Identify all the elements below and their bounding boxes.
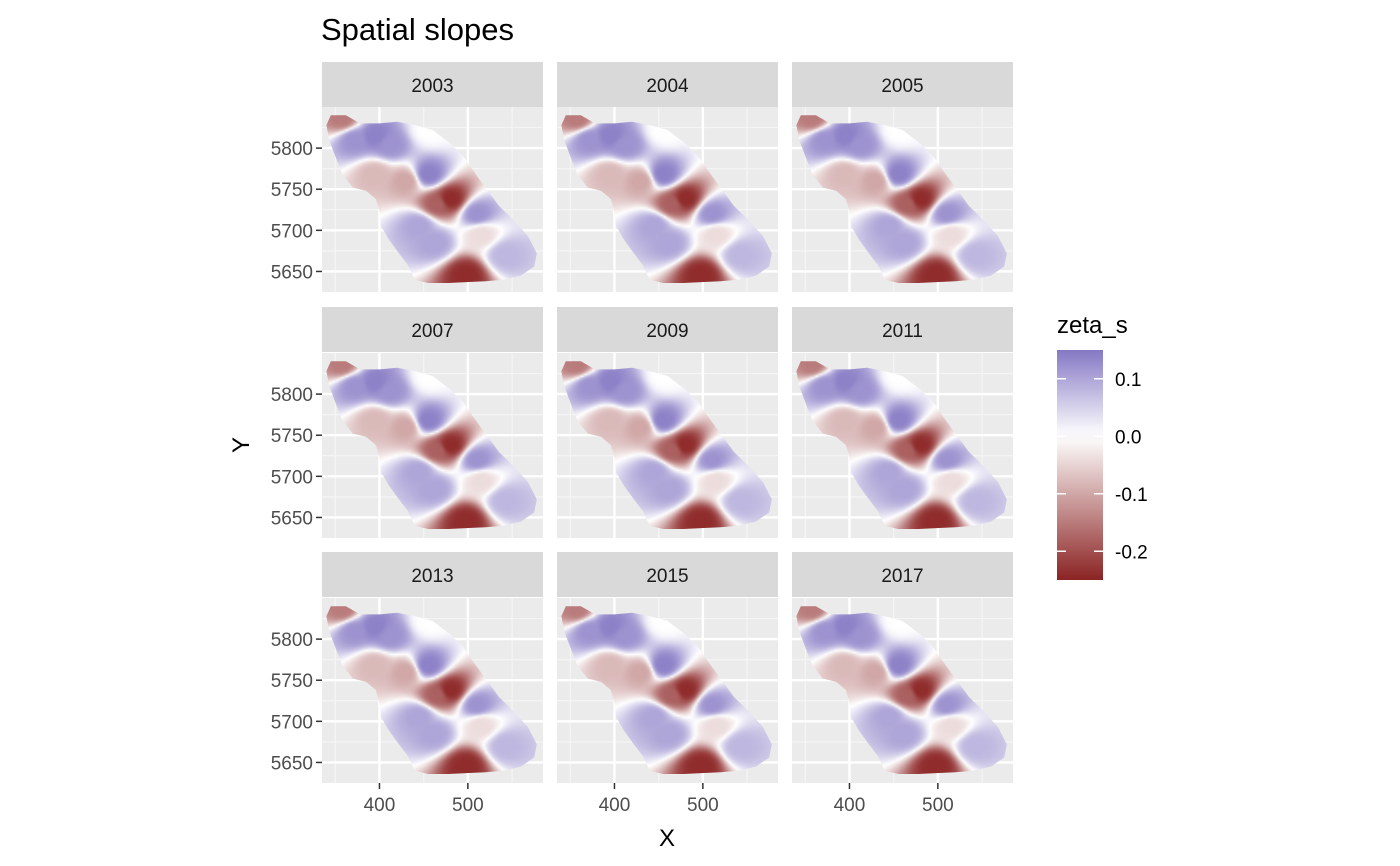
y-tick-label: 5800 — [271, 630, 313, 651]
facet-strip — [792, 552, 1013, 597]
legend-tick-label: 0.0 — [1115, 427, 1141, 448]
facet-strip-label: 2015 — [646, 566, 688, 587]
x-tick-label: 500 — [452, 795, 484, 816]
panels: 2003 2004 2005 2007 2009 2011 2013 2015 2017 — [322, 62, 1013, 783]
facet-panel-2011: 2011 — [792, 307, 1013, 538]
facet-strip-label: 2004 — [646, 76, 689, 97]
y-tick-label: 5700 — [271, 467, 313, 488]
facet-strip — [322, 62, 543, 107]
y-tick-label: 5750 — [271, 426, 313, 447]
facet-panel-2005: 2005 — [792, 62, 1013, 292]
facet-strip — [322, 552, 543, 597]
facet-strip — [557, 62, 778, 107]
facet-strip-label: 2017 — [881, 566, 923, 587]
legend-tick-label: -0.2 — [1115, 542, 1148, 563]
facet-strip-label: 2003 — [411, 76, 453, 97]
y-tick-label: 5750 — [271, 671, 313, 692]
x-tick-label: 400 — [364, 795, 396, 816]
facet-strip-label: 2013 — [411, 566, 453, 587]
x-tick-label: 500 — [687, 795, 719, 816]
facet-strip-label: 2011 — [882, 321, 923, 342]
legend-tick-label: 0.1 — [1115, 370, 1141, 391]
y-tick-label: 5800 — [271, 385, 313, 406]
facet-panel-2007: 2007 — [322, 307, 543, 538]
facet-strip-label: 2007 — [411, 321, 453, 342]
facet-panel-2015: 2015 — [557, 552, 778, 783]
facet-strip-label: 2005 — [881, 76, 923, 97]
facet-strip — [792, 62, 1013, 107]
facet-panel-2004: 2004 — [557, 62, 778, 292]
axes: 5650 5700 5750 5800 5650 5700 5750 5800 5650 5700… — [271, 139, 954, 816]
facet-panel-2013: 2013 — [322, 552, 543, 783]
facet-strip — [792, 307, 1013, 352]
legend-tick-label: -0.1 — [1115, 485, 1148, 506]
y-tick-label: 5650 — [271, 508, 313, 529]
y-tick-label: 5700 — [271, 221, 313, 242]
x-tick-label: 500 — [922, 795, 954, 816]
facet-strip — [557, 307, 778, 352]
facet-panel-2003: 2003 — [322, 62, 543, 292]
facet-strip — [557, 552, 778, 597]
x-axis-label: X — [659, 825, 675, 852]
y-tick-label: 5750 — [271, 180, 313, 201]
facet-strip — [322, 307, 543, 352]
legend: zeta_s 0.1 0.0 -0.1 -0.2 — [1057, 312, 1148, 580]
chart-title: Spatial slopes — [321, 12, 514, 47]
x-tick-label: 400 — [834, 795, 866, 816]
legend-colorbar — [1057, 350, 1103, 580]
y-tick-label: 5800 — [271, 139, 313, 160]
legend-title: zeta_s — [1057, 312, 1128, 339]
facet-panel-2017: 2017 — [792, 552, 1013, 783]
facet-panel-2009: 2009 — [557, 307, 778, 538]
facet-strip-label: 2009 — [646, 321, 688, 342]
x-tick-label: 400 — [599, 795, 631, 816]
y-tick-label: 5700 — [271, 712, 313, 733]
y-tick-label: 5650 — [271, 262, 313, 283]
y-tick-label: 5650 — [271, 753, 313, 774]
y-axis-label: Y — [228, 437, 255, 453]
